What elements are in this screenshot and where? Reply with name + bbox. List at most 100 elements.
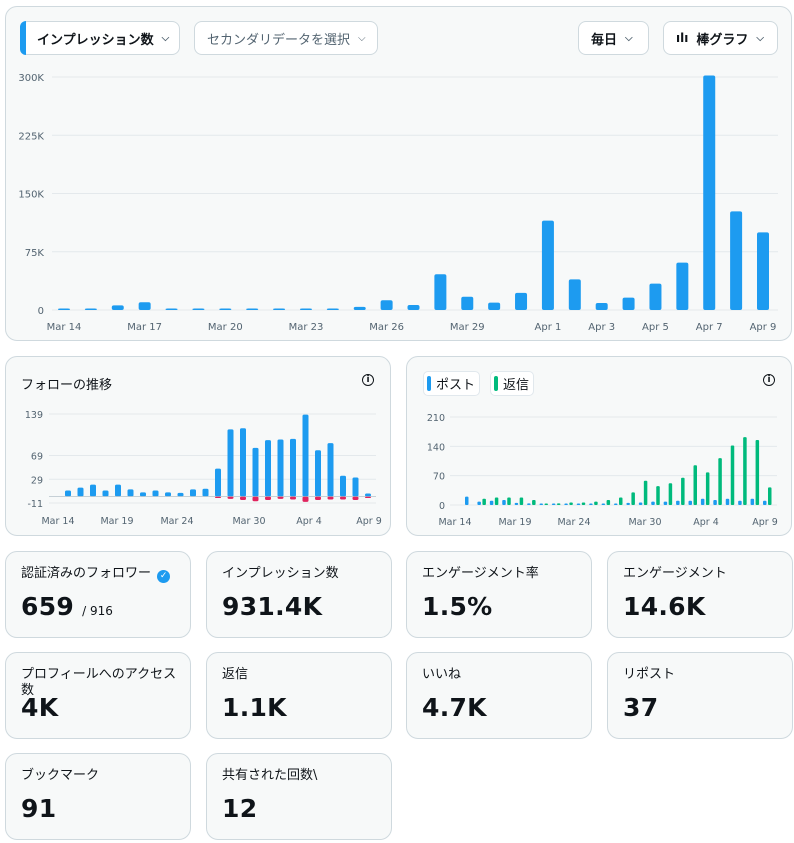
bar <box>246 308 259 310</box>
bar <box>626 502 630 505</box>
stat-likes[interactable]: いいね 4.7K <box>406 652 592 739</box>
bar <box>556 503 561 505</box>
bar <box>544 503 548 505</box>
stat-engagements[interactable]: エンゲージメント 14.6K <box>607 551 793 638</box>
y-tick-label: 150K <box>18 190 44 201</box>
impressions-chart-card: インプレッション数 ⌵ セカンダリデータを選択 ⌵ 毎日 ⌵ ılı 棒グラフ … <box>5 6 792 341</box>
bar <box>340 475 346 497</box>
y-tick-label: 300K <box>18 73 44 84</box>
secondary-dropdown-label: セカンダリデータを選択 <box>207 32 351 48</box>
legend-label: 返信 <box>503 378 530 393</box>
stat-verified-followers[interactable]: 認証済みのフォロワー ✓ 659 / 916 <box>5 551 191 638</box>
x-tick-label: Apr 9 <box>356 516 382 527</box>
legend-swatch <box>427 376 431 391</box>
metric-dropdown[interactable]: インプレッション数 ⌵ <box>20 21 180 55</box>
secondary-data-dropdown[interactable]: セカンダリデータを選択 ⌵ <box>194 21 378 55</box>
stat-replies[interactable]: 返信 1.1K <box>206 652 392 739</box>
bar <box>576 503 581 505</box>
x-tick-label: Mar 20 <box>208 322 243 333</box>
info-icon[interactable]: i <box>362 374 374 386</box>
period-dropdown[interactable]: 毎日 ⌵ <box>578 21 649 55</box>
bar <box>252 447 259 497</box>
x-tick-label: Mar 17 <box>127 322 162 333</box>
bar <box>703 75 716 311</box>
bar <box>352 496 359 501</box>
bar <box>768 487 772 505</box>
stat-shares[interactable]: 共有された回数\ 12 <box>206 753 392 840</box>
bar <box>568 279 581 310</box>
y-tick-label: -11 <box>27 499 43 510</box>
legend-swatch <box>494 376 499 391</box>
stat-value-text: 659 <box>21 592 75 621</box>
bar <box>730 211 743 310</box>
bar <box>757 232 769 310</box>
bar <box>138 302 151 310</box>
x-tick-label: Mar 14 <box>41 516 74 527</box>
bar <box>165 492 171 497</box>
bar <box>353 306 366 310</box>
bar <box>461 296 474 310</box>
stat-label: インプレッション数 <box>222 566 339 581</box>
legend-item-replies[interactable]: 返信 <box>490 371 535 396</box>
stat-label: いいね <box>422 667 462 682</box>
stat-label: リポスト <box>623 667 676 682</box>
bar <box>90 484 96 497</box>
legend-item-posts[interactable]: ポスト <box>423 371 481 396</box>
stat-label: 共有された回数\ <box>222 768 318 783</box>
bar <box>541 220 554 310</box>
x-tick-label: Apr 1 <box>535 322 562 333</box>
bar <box>352 477 359 497</box>
bar <box>265 440 271 497</box>
bar <box>326 308 339 310</box>
bar <box>649 283 662 310</box>
stat-reposts[interactable]: リポスト 37 <box>607 652 793 739</box>
bar <box>589 503 593 505</box>
bar <box>743 437 747 505</box>
bar <box>407 304 420 310</box>
y-tick-label: 29 <box>31 475 43 486</box>
chevron-down-icon: ⌵ <box>161 32 170 44</box>
stat-label: エンゲージメント率 <box>422 566 539 581</box>
bar <box>165 308 178 310</box>
period-dropdown-label: 毎日 <box>591 32 618 48</box>
stat-value: 931.4K <box>222 592 323 621</box>
posts-replies-chart: 0 70 140 210 Mar 14 Mar 19 Mar 24 Mar 30 Apr 4 Ap… <box>427 413 778 528</box>
bar <box>152 490 159 497</box>
y-tick-label: 70 <box>433 472 445 483</box>
x-tick-label: Mar 19 <box>498 517 531 528</box>
bar <box>273 308 286 310</box>
stat-engagement-rate[interactable]: エンゲージメント率 1.5% <box>406 551 592 638</box>
stat-impressions[interactable]: インプレッション数 931.4K <box>206 551 392 638</box>
bar <box>755 440 760 505</box>
bar <box>725 498 730 505</box>
info-icon[interactable]: i <box>763 374 775 386</box>
bar <box>140 492 146 497</box>
bar <box>693 465 697 505</box>
bar <box>315 450 321 497</box>
stat-profile-visits[interactable]: プロフィールへのアクセス数 4K <box>5 652 191 739</box>
stat-value: 1.1K <box>222 693 287 722</box>
chevron-down-icon: ⌵ <box>756 32 764 44</box>
y-tick-label: 0 <box>439 501 445 512</box>
chart-type-label: 棒グラフ <box>696 32 749 48</box>
bar <box>477 501 481 505</box>
chart-type-dropdown[interactable]: ılı 棒グラフ ⌵ <box>663 21 778 55</box>
bar <box>115 484 121 497</box>
legend-label: ポスト <box>436 378 476 393</box>
y-tick-label: 75K <box>25 248 45 259</box>
bar <box>227 429 234 497</box>
bar <box>290 496 296 500</box>
bar <box>730 445 735 505</box>
posts-replies-card: 0 70 140 210 Mar 14 Mar 19 Mar 24 Mar 30 Apr 4 Ap… <box>406 356 792 536</box>
stat-bookmarks[interactable]: ブックマーク 91 <box>5 753 191 840</box>
stat-label: エンゲージメント <box>623 566 727 581</box>
bar <box>638 502 643 505</box>
stat-value: 14.6K <box>623 592 706 621</box>
x-tick-label: Mar 24 <box>160 516 193 527</box>
bar <box>488 302 501 310</box>
bar <box>519 497 524 505</box>
bar <box>564 503 568 505</box>
x-tick-label: Mar 30 <box>628 517 661 528</box>
bar <box>581 502 586 505</box>
stat-label: 認証済みのフォロワー ✓ <box>21 566 186 583</box>
